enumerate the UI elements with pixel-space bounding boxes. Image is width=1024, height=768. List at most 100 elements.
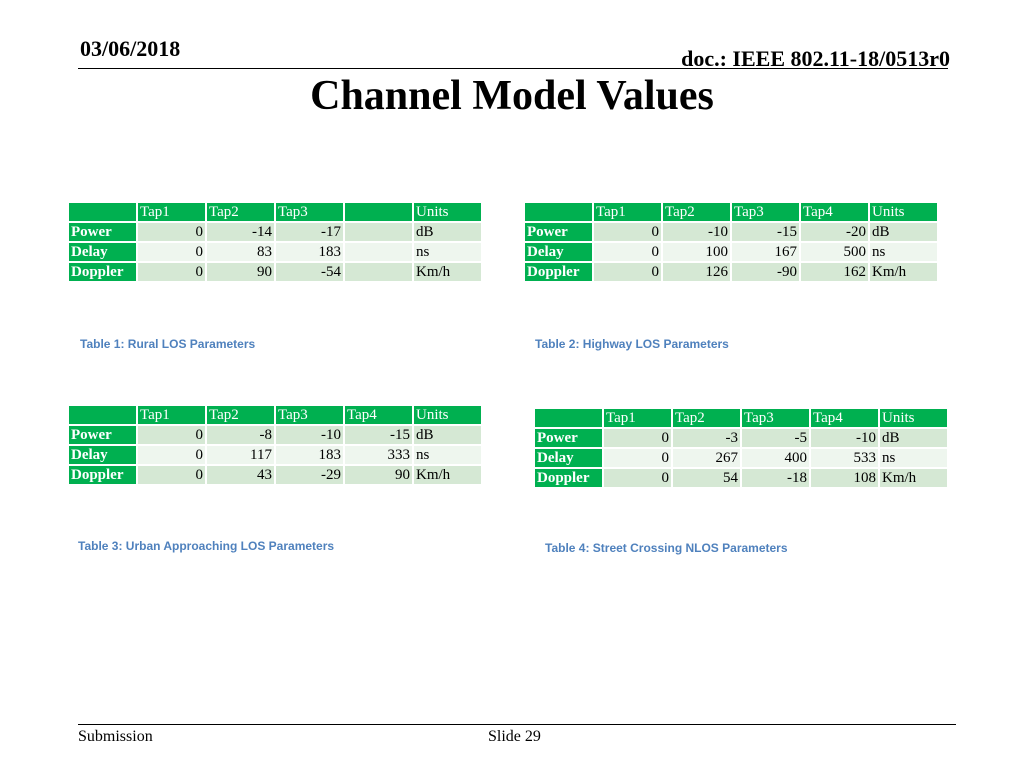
table-cell: -14	[207, 223, 274, 241]
table-cell: Km/h	[880, 469, 947, 487]
table-cell: 90	[345, 466, 412, 484]
header-cell: Tap2	[663, 203, 730, 221]
table-cell: -3	[673, 429, 740, 447]
table-cell: -20	[801, 223, 868, 241]
table-cell: Km/h	[414, 263, 481, 281]
row-label: Power	[525, 223, 592, 241]
table-cell: -5	[742, 429, 809, 447]
table-cell: 0	[138, 446, 205, 464]
row-label: Power	[69, 223, 136, 241]
table-cell: -15	[732, 223, 799, 241]
table-cell: -15	[345, 426, 412, 444]
caption-table-3: Table 3: Urban Approaching LOS Parameter…	[78, 539, 335, 553]
header-cell: Tap3	[742, 409, 809, 427]
table-cell: -10	[276, 426, 343, 444]
caption-table-2: Table 2: Highway LOS Parameters	[535, 337, 729, 351]
table-cell: 183	[276, 446, 343, 464]
header-date: 03/06/2018	[80, 36, 181, 61]
table-urban-approaching-los: Tap1 Tap2 Tap3 Tap4 Units Power 0 -8 -10…	[67, 404, 483, 486]
table-row: Delay 0 267 400 533 ns	[535, 449, 947, 467]
footer-rule	[78, 724, 956, 725]
header-cell: Units	[414, 203, 481, 221]
table-row: Doppler 0 126 -90 162 Km/h	[525, 263, 937, 281]
footer-slide-number: Slide 29	[488, 728, 541, 745]
header-cell	[525, 203, 592, 221]
row-label: Doppler	[69, 466, 136, 484]
table-cell: -10	[811, 429, 878, 447]
header-cell: Tap1	[594, 203, 661, 221]
table-cell: 0	[138, 426, 205, 444]
table-cell: dB	[414, 426, 481, 444]
header-doc-id: doc.: IEEE 802.11-18/0513r0	[681, 46, 950, 71]
table-cell	[345, 243, 412, 261]
table-cell: 0	[138, 243, 205, 261]
table-row: Doppler 0 90 -54 Km/h	[69, 263, 481, 281]
table-cell: dB	[414, 223, 481, 241]
table-cell: 167	[732, 243, 799, 261]
table-cell: 0	[604, 429, 671, 447]
table-cell: dB	[870, 223, 937, 241]
table-cell: 533	[811, 449, 878, 467]
table-row: Power 0 -8 -10 -15 dB	[69, 426, 481, 444]
table-row: Power 0 -3 -5 -10 dB	[535, 429, 947, 447]
header-cell: Units	[414, 406, 481, 424]
header-cell: Tap4	[345, 406, 412, 424]
row-label: Delay	[535, 449, 602, 467]
table-cell: 500	[801, 243, 868, 261]
table-row: Delay 0 83 183 ns	[69, 243, 481, 261]
table-cell: 43	[207, 466, 274, 484]
header-cell: Tap2	[673, 409, 740, 427]
table-cell: -8	[207, 426, 274, 444]
header-cell: Tap4	[801, 203, 868, 221]
table-cell: dB	[880, 429, 947, 447]
row-label: Delay	[69, 446, 136, 464]
header-cell: Tap2	[207, 203, 274, 221]
table-cell: ns	[414, 243, 481, 261]
table-cell: 90	[207, 263, 274, 281]
table-cell: 54	[673, 469, 740, 487]
row-label: Doppler	[69, 263, 136, 281]
table-cell: ns	[870, 243, 937, 261]
header-cell	[69, 203, 136, 221]
header-cell: Units	[870, 203, 937, 221]
table-cell: 108	[811, 469, 878, 487]
header-cell: Tap2	[207, 406, 274, 424]
table-cell: -54	[276, 263, 343, 281]
table-row: Delay 0 100 167 500 ns	[525, 243, 937, 261]
header-cell: Tap1	[138, 406, 205, 424]
table-cell: 0	[604, 469, 671, 487]
row-label: Delay	[525, 243, 592, 261]
table-cell: 0	[138, 466, 205, 484]
row-label: Power	[69, 426, 136, 444]
table-street-crossing-nlos: Tap1 Tap2 Tap3 Tap4 Units Power 0 -3 -5 …	[533, 407, 949, 489]
table-cell: -18	[742, 469, 809, 487]
table-cell: Km/h	[414, 466, 481, 484]
caption-table-4: Table 4: Street Crossing NLOS Parameters	[545, 541, 788, 555]
table-row: Delay 0 117 183 333 ns	[69, 446, 481, 464]
row-label: Doppler	[525, 263, 592, 281]
table-row: Doppler 0 43 -29 90 Km/h	[69, 466, 481, 484]
table-header-row: Tap1 Tap2 Tap3 Tap4 Units	[525, 203, 937, 221]
table-cell: 100	[663, 243, 730, 261]
header-cell	[535, 409, 602, 427]
header-cell: Units	[880, 409, 947, 427]
table-cell: 0	[594, 243, 661, 261]
table-cell	[345, 223, 412, 241]
table-cell: -29	[276, 466, 343, 484]
table-cell: -10	[663, 223, 730, 241]
footer-submission: Submission	[78, 728, 153, 745]
table-cell: ns	[414, 446, 481, 464]
table-highway-los: Tap1 Tap2 Tap3 Tap4 Units Power 0 -10 -1…	[523, 201, 939, 283]
table-row: Doppler 0 54 -18 108 Km/h	[535, 469, 947, 487]
table-header-row: Tap1 Tap2 Tap3 Tap4 Units	[69, 406, 481, 424]
table-cell: -90	[732, 263, 799, 281]
table-row: Power 0 -14 -17 dB	[69, 223, 481, 241]
table-rural-los: Tap1 Tap2 Tap3 Units Power 0 -14 -17 dB …	[67, 201, 483, 283]
header-cell: Tap1	[138, 203, 205, 221]
table-cell: 0	[604, 449, 671, 467]
table-cell: 0	[138, 223, 205, 241]
header-cell: Tap3	[732, 203, 799, 221]
caption-table-1: Table 1: Rural LOS Parameters	[80, 337, 256, 351]
header-cell: Tap1	[604, 409, 671, 427]
header-cell: Tap4	[811, 409, 878, 427]
